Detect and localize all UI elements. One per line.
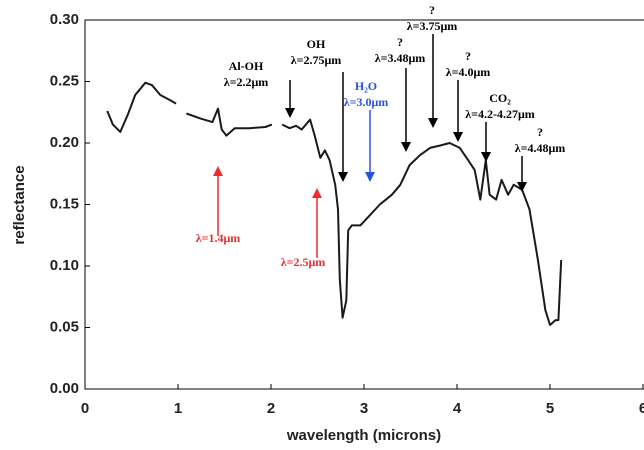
annotation-arrowhead [481, 152, 491, 162]
annotation-text: OH [307, 37, 326, 51]
annotation-arrowhead [312, 188, 322, 198]
y-tick-label: 0.10 [50, 257, 79, 274]
annotation-arrowhead [428, 118, 438, 128]
annotation-arrowhead [285, 108, 295, 118]
y-axis-label: reflectance [11, 165, 28, 244]
annotation-text: H₂O [355, 79, 377, 93]
annotation-text: ? [397, 35, 403, 49]
plot-frame [84, 19, 644, 390]
annotation-text: λ=3.75μm [407, 19, 458, 33]
annotation-text: λ=2.5μm [281, 255, 326, 269]
annotation-text: λ=4.0μm [446, 65, 491, 79]
annotation-text: λ=4.2-4.27μm [465, 107, 535, 121]
annotation-arrowhead [453, 132, 463, 142]
annotation-arrowhead [401, 142, 411, 152]
annotation-text: CO₂ [489, 91, 511, 105]
annotation-arrowhead [365, 172, 375, 182]
x-tick-label: 2 [267, 400, 275, 417]
annotation-text: λ=2.2μm [224, 75, 269, 89]
x-tick-label: 1 [174, 400, 182, 417]
annotation-text: λ=1.4μm [196, 231, 241, 245]
annotation-text: λ=3.0μm [344, 95, 389, 109]
annotation-arrowhead [338, 172, 348, 182]
annotation-text: λ=4.48μm [515, 141, 566, 155]
y-tick-label: 0.00 [50, 380, 79, 397]
annotation-text: λ=3.48μm [375, 51, 426, 65]
y-tick-label: 0.05 [50, 318, 79, 335]
annotation-text: λ=2.75μm [291, 53, 342, 67]
y-tick-label: 0.20 [50, 134, 79, 151]
annotation-text: Al-OH [229, 59, 264, 73]
annotation-arrowhead [517, 182, 527, 192]
annotation-text: ? [465, 49, 471, 63]
x-tick-label: 0 [81, 400, 89, 417]
y-tick-label: 0.30 [50, 11, 79, 28]
x-axis-label: wavelength (microns) [286, 427, 441, 444]
annotation-arrowhead [213, 166, 223, 176]
x-tick-label: 3 [360, 400, 368, 417]
annotation-text: ? [429, 3, 435, 17]
x-tick-label: 6 [639, 400, 644, 417]
annotation-text: ? [537, 125, 543, 139]
y-tick-label: 0.25 [50, 72, 79, 89]
y-tick-label: 0.15 [50, 195, 79, 212]
x-tick-label: 4 [453, 400, 462, 417]
x-tick-label: 5 [546, 400, 554, 417]
